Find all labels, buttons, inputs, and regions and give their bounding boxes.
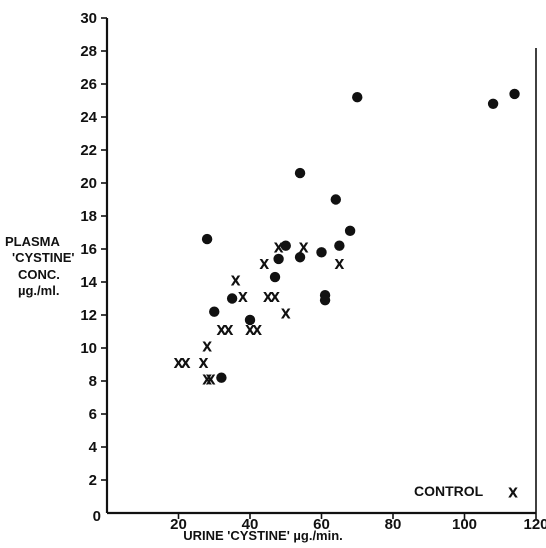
control-point: X: [245, 324, 255, 339]
legend-x-marker: X: [508, 487, 518, 502]
control-point: X: [199, 357, 209, 372]
patient-point: [344, 225, 356, 237]
y-tick-label: 2: [89, 472, 97, 489]
x-tick-label: 120: [523, 516, 546, 533]
patient-point: [509, 88, 520, 100]
control-point: X: [206, 374, 216, 389]
x-axis-label: URINE 'CYSTINE' µg./min.: [183, 528, 343, 543]
control-point: X: [270, 291, 280, 306]
patient-point: [316, 247, 327, 258]
y-axis-label-line-4: µg./ml.: [18, 283, 59, 298]
patient-point: [226, 293, 238, 304]
control-point: X: [231, 275, 241, 290]
patient-point: [352, 92, 363, 103]
y-tick-label: 22: [80, 142, 97, 159]
y-tick-label: 24: [80, 109, 97, 126]
control-point: X: [173, 357, 183, 372]
y-tick-label: 20: [80, 175, 97, 192]
control-point: X: [263, 291, 273, 306]
y-tick-label: 26: [80, 76, 97, 93]
control-point: X: [202, 374, 212, 389]
control-point: X: [299, 242, 309, 257]
y-axis-label: PLASMA 'CYSTINE' CONC. µg./ml.: [5, 234, 75, 298]
y-tick-label: 6: [89, 406, 97, 423]
x-tick-label: 20: [170, 516, 187, 533]
patient-point: [244, 314, 256, 326]
control-point: X: [216, 324, 226, 339]
y-tick-label: 28: [80, 43, 97, 60]
patient-point: [330, 194, 341, 205]
y-tick-label: 14: [80, 274, 97, 291]
axis-origin-label: 0: [93, 508, 101, 525]
control-point: X: [274, 242, 284, 257]
y-tick-label: 30: [80, 10, 97, 27]
patient-point: [269, 271, 281, 283]
y-axis-label-line-1: PLASMA: [5, 234, 61, 249]
control-point: X: [259, 258, 269, 273]
control-point: X: [252, 324, 262, 339]
y-tick-label: 8: [89, 373, 97, 390]
control-point: X: [202, 341, 212, 356]
x-tick-label: 40: [242, 516, 259, 533]
x-tick-label: 100: [452, 516, 477, 533]
y-tick-label: 16: [80, 241, 97, 258]
control-point: X: [238, 291, 248, 306]
patient-point: [487, 98, 499, 110]
patient-point: [209, 306, 220, 317]
control-point: X: [281, 308, 291, 323]
patient-point: [334, 240, 345, 251]
control-point: X: [334, 258, 344, 273]
y-tick-label: 18: [80, 208, 97, 225]
patient-point: [273, 253, 284, 265]
control-point: X: [181, 357, 191, 372]
x-tick-label: 60: [313, 516, 330, 533]
x-tick-label: 80: [385, 516, 402, 533]
y-tick-label: 12: [80, 307, 97, 324]
y-tick-label: 10: [80, 340, 97, 357]
y-tick-label: 4: [89, 439, 98, 456]
patient-point: [201, 233, 213, 245]
control-point: X: [224, 324, 234, 339]
patient-point: [280, 240, 291, 251]
legend-label: CONTROL: [414, 483, 484, 499]
patient-point: [216, 372, 227, 383]
y-axis-label-line-3: CONC.: [18, 267, 60, 282]
patient-point: [294, 167, 306, 179]
patient-point: [319, 294, 331, 306]
y-axis-label-line-2: 'CYSTINE': [12, 250, 75, 265]
patient-point: [294, 252, 306, 263]
